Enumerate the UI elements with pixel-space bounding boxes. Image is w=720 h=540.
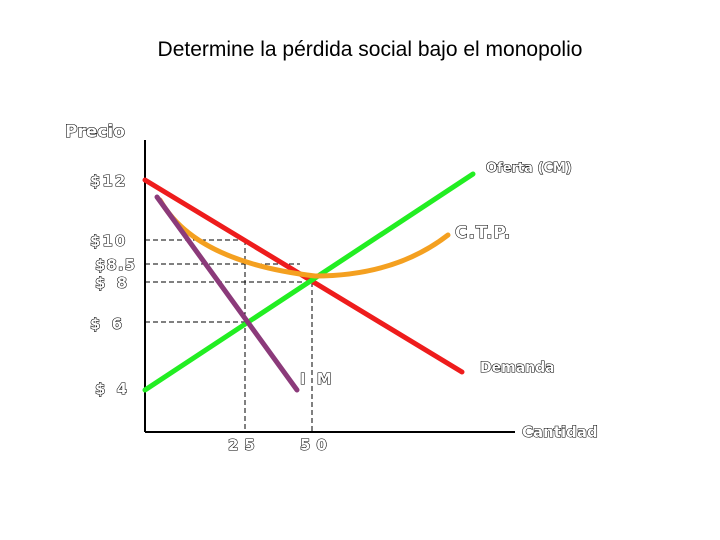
atc-label: C.T.P. (455, 223, 511, 243)
mr-label: I M (300, 370, 335, 388)
y-axis-label: Precio (65, 122, 125, 142)
price-label-4: $ 4 (95, 380, 130, 398)
demand-label: Demanda (480, 360, 555, 376)
slide-title: Determine la pérdida social bajo el mono… (157, 38, 583, 61)
quantity-label-25: 25 (228, 436, 261, 454)
x-axis-label: Cantidad (522, 423, 598, 441)
price-label-6: $ 6 (90, 315, 125, 333)
marginal-revenue-curve (154, 194, 300, 393)
quantity-label-50: 50 (300, 436, 333, 454)
price-label-10: $10 (90, 232, 127, 250)
price-label-12: $12 (90, 172, 127, 190)
axes (144, 140, 515, 433)
price-label-8-5: $8.5 (95, 256, 136, 274)
supply-label: Oferta (CM) (486, 161, 572, 176)
supply-curve (142, 171, 476, 393)
atc-curve (157, 197, 451, 279)
price-label-8: $ 8 (95, 274, 130, 292)
